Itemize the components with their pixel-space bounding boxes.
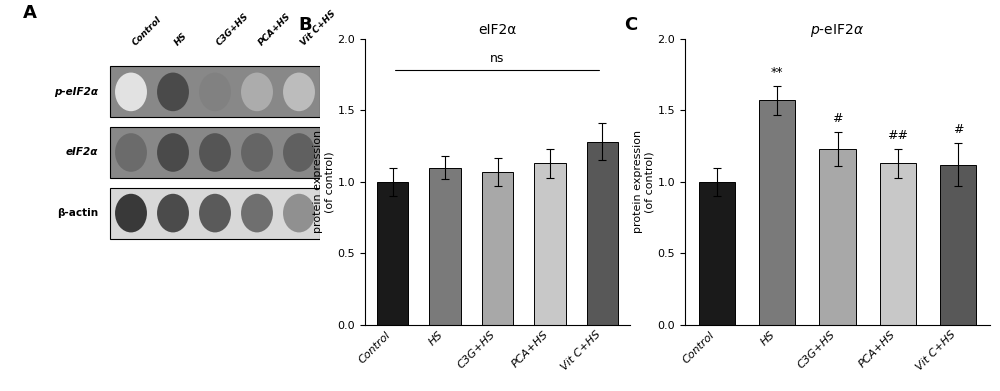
Text: PCA+HS: PCA+HS [257,11,293,47]
Title: $\mathit{p}$-eIF2$\alpha$: $\mathit{p}$-eIF2$\alpha$ [810,22,865,39]
Y-axis label: protein expression
(of control): protein expression (of control) [313,130,335,233]
Bar [587,142,618,325]
Bar [429,167,461,325]
Text: B: B [299,16,312,34]
Text: Control: Control [131,14,164,47]
Text: β-actin: β-actin [57,208,98,218]
Ellipse shape [283,194,315,232]
Text: C3G+HS: C3G+HS [215,11,251,47]
Ellipse shape [115,194,147,232]
Bar [110,127,320,178]
Ellipse shape [241,133,273,172]
Ellipse shape [115,73,147,111]
Bar [699,182,735,325]
Text: #: # [832,112,843,125]
Text: HS: HS [173,30,189,47]
Text: ##: ## [887,129,908,142]
Bar [759,100,795,325]
Ellipse shape [157,133,189,172]
Text: ns: ns [490,52,505,65]
Bar [110,66,320,117]
Text: **: ** [771,66,783,79]
Ellipse shape [283,73,315,111]
Text: A: A [23,4,37,22]
Text: p-eIF2α: p-eIF2α [54,87,98,97]
Ellipse shape [199,194,231,232]
Bar [880,163,916,325]
Ellipse shape [199,73,231,111]
Ellipse shape [241,194,273,232]
Bar [940,165,976,325]
Bar [377,182,408,325]
Ellipse shape [115,133,147,172]
Ellipse shape [199,133,231,172]
Y-axis label: protein expression
(of control): protein expression (of control) [633,130,655,233]
Text: #: # [953,123,963,136]
Bar [534,163,566,325]
Ellipse shape [283,133,315,172]
Bar [110,188,320,239]
Ellipse shape [157,194,189,232]
Title: eIF2α: eIF2α [478,23,517,36]
Text: Vit C+HS: Vit C+HS [299,8,338,47]
Bar [482,172,513,325]
Ellipse shape [241,73,273,111]
Text: eIF2α: eIF2α [66,147,98,158]
Bar [819,149,856,325]
Ellipse shape [157,73,189,111]
Text: C: C [624,16,637,34]
